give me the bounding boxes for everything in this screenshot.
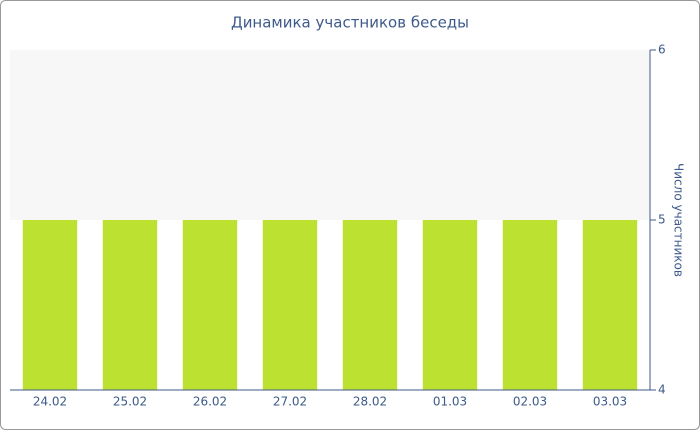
- bar: [182, 220, 238, 390]
- y-tick-label: 5: [658, 213, 666, 227]
- x-tick-label: 25.02: [113, 395, 147, 409]
- x-tick-label: 27.02: [273, 395, 307, 409]
- x-tick-label: 26.02: [193, 395, 227, 409]
- bar: [422, 220, 478, 390]
- x-tick-label: 24.02: [33, 395, 67, 409]
- bar: [102, 220, 158, 390]
- bar: [342, 220, 398, 390]
- x-tick-label: 02.03: [513, 395, 547, 409]
- x-tick-label: 03.03: [593, 395, 627, 409]
- chart-title: Динамика участников беседы: [231, 14, 469, 32]
- bar: [22, 220, 78, 390]
- y-axis-label: Число участников: [672, 163, 686, 277]
- y-tick-label: 6: [658, 43, 666, 57]
- bar: [502, 220, 558, 390]
- plot-band: [10, 50, 650, 220]
- y-tick-label: 4: [658, 383, 666, 397]
- bar: [582, 220, 638, 390]
- x-tick-label: 28.02: [353, 395, 387, 409]
- bar: [262, 220, 318, 390]
- x-tick-label: 01.03: [433, 395, 467, 409]
